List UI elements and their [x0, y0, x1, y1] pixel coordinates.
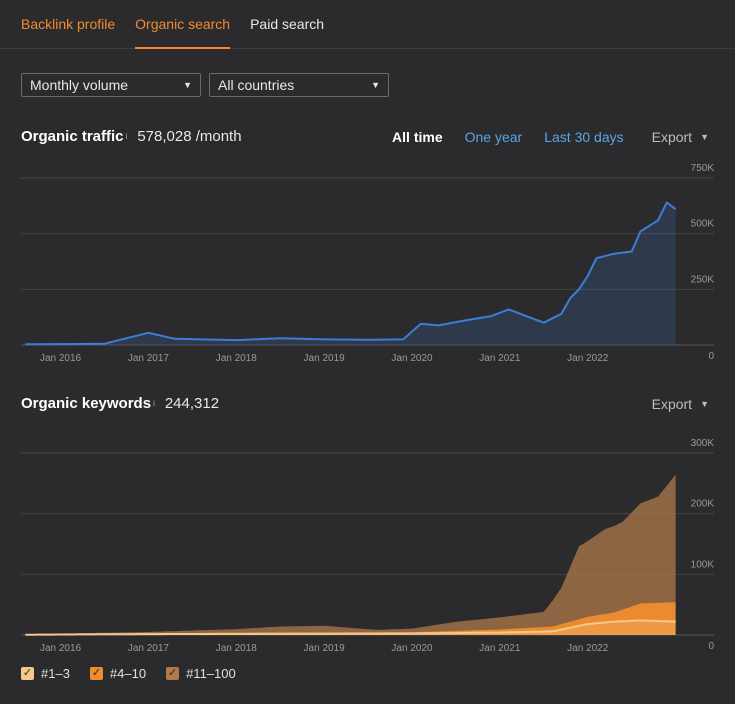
traffic-line — [25, 201, 677, 346]
keywords-area-top100 — [25, 474, 676, 635]
y-tick-label: 0 — [708, 351, 714, 362]
x-tick-label: Jan 2019 — [304, 643, 346, 654]
y-tick-label: 500K — [691, 219, 715, 230]
chevron-down-icon: ▼ — [183, 80, 192, 90]
legend-label: #1–3 — [41, 666, 70, 681]
range-one-year[interactable]: One year — [464, 128, 523, 145]
chevron-down-icon: ▼ — [371, 80, 380, 90]
keywords-area-top3 — [25, 620, 676, 635]
country-select-value: All countries — [218, 77, 295, 93]
x-tick-label: Jan 2020 — [391, 353, 433, 364]
x-tick-label: Jan 2021 — [479, 353, 521, 364]
keywords-value: 244,312 — [164, 395, 220, 412]
checkbox-check-icon[interactable]: ✓ — [166, 667, 180, 680]
legend-item-top100[interactable]: ✓ #11–100 — [166, 666, 236, 681]
x-tick-label: Jan 2018 — [216, 353, 258, 364]
keywords-title: Organic keywords — [21, 395, 152, 412]
chevron-down-icon: ▼ — [700, 131, 709, 142]
checkbox-check-icon[interactable]: ✓ — [21, 667, 34, 680]
volume-select[interactable]: Monthly volume ▼ — [21, 73, 201, 97]
chevron-down-icon: ▼ — [700, 398, 709, 409]
range-last-30-days[interactable]: Last 30 days — [544, 128, 624, 145]
traffic-value: 578,028 /month — [137, 128, 242, 145]
tab-backlink-profile[interactable]: Backlink profile — [21, 16, 116, 32]
export-label: Export — [651, 128, 693, 145]
x-tick-label: Jan 2017 — [128, 353, 170, 364]
x-tick-label: Jan 2020 — [391, 643, 433, 654]
country-select[interactable]: All countries ▼ — [209, 73, 389, 97]
legend-label: #11–100 — [186, 666, 236, 681]
tab-organic-search[interactable]: Organic search — [135, 16, 230, 49]
y-tick-label: 0 — [708, 641, 714, 652]
traffic-header: Organic traffic i 578,028 /month All tim… — [21, 128, 709, 145]
x-tick-label: Jan 2021 — [479, 643, 521, 654]
keywords-header: Organic keywords i 244,312 Export ▼ — [21, 395, 709, 412]
traffic-export-button[interactable]: Export ▼ — [652, 129, 709, 145]
keywords-export-button[interactable]: Export ▼ — [652, 396, 709, 412]
tab-bar: Backlink profile Organic search Paid sea… — [0, 0, 735, 49]
tab-paid-search[interactable]: Paid search — [250, 16, 325, 32]
range-all-time[interactable]: All time — [392, 128, 443, 145]
export-label: Export — [651, 395, 693, 412]
info-icon[interactable]: i — [125, 132, 128, 141]
x-tick-label: Jan 2017 — [128, 643, 170, 654]
legend-item-top10[interactable]: ✓ #4–10 — [89, 666, 147, 681]
legend-label: #4–10 — [109, 666, 147, 681]
volume-select-value: Monthly volume — [30, 77, 129, 93]
y-tick-label: 200K — [691, 499, 715, 510]
y-tick-label: 750K — [691, 163, 715, 174]
legend-item-top3[interactable]: ✓ #1–3 — [21, 666, 70, 681]
y-tick-label: 250K — [691, 274, 715, 285]
x-tick-label: Jan 2022 — [567, 353, 609, 364]
traffic-chart: 750K 500K 250K 0 Jan 2016 Jan 2017 Jan 2018 Jan… — [21, 163, 715, 364]
filter-bar: Monthly volume ▼ All countries ▼ — [21, 73, 389, 97]
x-tick-label: Jan 2018 — [216, 643, 258, 654]
keywords-line-top3 — [25, 619, 676, 636]
keywords-area-top10 — [25, 602, 676, 635]
x-tick-label: Jan 2022 — [567, 643, 609, 654]
traffic-area — [25, 202, 676, 345]
keywords-chart: 300K 200K 100K 0 Jan 2016 Jan 2017 Jan 2018 Jan… — [21, 438, 715, 654]
info-icon[interactable]: i — [153, 399, 155, 408]
x-tick-label: Jan 2016 — [40, 353, 82, 364]
x-tick-label: Jan 2019 — [304, 353, 346, 364]
traffic-title: Organic traffic — [21, 128, 124, 145]
y-tick-label: 300K — [691, 438, 715, 449]
y-tick-label: 100K — [691, 559, 715, 570]
keywords-legend: ✓ #1–3 ✓ #4–10 ✓ #11–100 — [21, 666, 236, 681]
x-tick-label: Jan 2016 — [40, 643, 82, 654]
checkbox-check-icon[interactable]: ✓ — [89, 667, 103, 680]
